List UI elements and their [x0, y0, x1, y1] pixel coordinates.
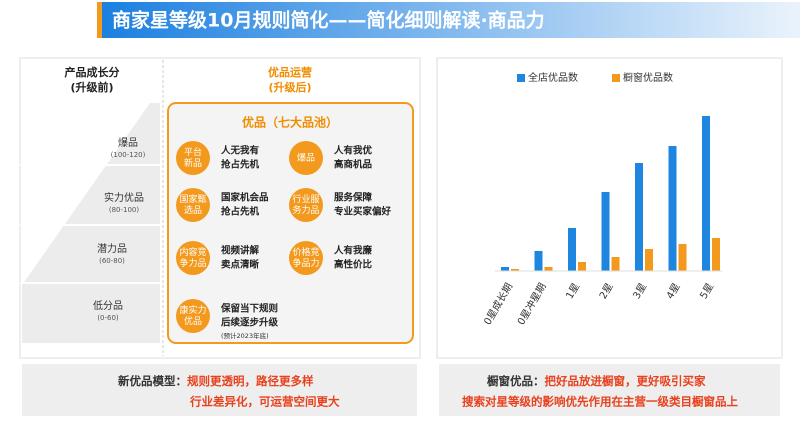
badge-text: 新品: [184, 157, 202, 169]
pool-desc: 抢占先机: [221, 206, 260, 218]
pool-note: (预计2023年底): [221, 331, 269, 340]
badge-text: 平台: [184, 146, 202, 158]
bar: [511, 269, 519, 271]
after-heading: 优品运营: [268, 65, 312, 79]
bar: [668, 146, 677, 271]
tier-name: 实力优品: [104, 191, 144, 204]
bar: [611, 257, 620, 271]
pool-desc: 服务保障: [334, 192, 373, 204]
tier-range: (0-60): [97, 314, 119, 322]
badge-text: 务力品: [292, 204, 319, 216]
tier-range: (80-100): [109, 206, 140, 214]
pool-badge: [176, 299, 210, 333]
footer-line: 行业差异化，可运营空间更大: [189, 395, 340, 409]
footer-label: 橱窗优品：: [487, 374, 545, 388]
before-heading: (升级前): [70, 80, 113, 94]
badge-text: 争力品: [179, 257, 206, 269]
pool-box: [167, 102, 414, 344]
footer-text: 规则更透明，路径更多样: [187, 374, 314, 388]
footer-right-box: [439, 364, 780, 416]
pool-desc: 人有我优: [334, 145, 373, 157]
footer-line: 搜索对星等级的影响优先作用在主营一级类目橱窗品上: [462, 395, 738, 409]
legend-swatch: [517, 74, 525, 82]
pool-badge: [176, 188, 210, 222]
tier-name: 爆品: [118, 137, 138, 149]
bar: [712, 238, 720, 271]
legend-swatch: [612, 74, 620, 82]
footer-left-box: [22, 364, 417, 416]
pool-desc: 抢占先机: [221, 159, 260, 171]
tier-range: (60-80): [99, 257, 125, 265]
pool-desc: 高商机品: [334, 159, 372, 171]
pool-badge: [176, 241, 210, 275]
badge-text: 国家甄: [179, 193, 206, 205]
badge-text: 优品: [184, 315, 202, 327]
footer-line: 橱窗优品：把好品放进橱窗，更好吸引买家: [487, 374, 706, 388]
badge-text: 价格竞: [292, 246, 319, 258]
pool-desc: 高性价比: [334, 259, 373, 271]
bar: [702, 116, 710, 271]
badge-text: 选品: [184, 204, 202, 216]
footer-text: 把好品放进橱窗，更好吸引买家: [545, 374, 706, 388]
pool-desc: 国家机会品: [221, 192, 269, 204]
bar: [568, 228, 576, 271]
pool-desc: 视频讲解: [221, 245, 260, 257]
pool-desc: 卖点清晰: [221, 259, 260, 271]
tier-name: 低分品: [93, 299, 123, 312]
badge-text: 爆品: [297, 152, 315, 164]
bar: [578, 262, 586, 271]
after-heading: (升级后): [268, 80, 311, 94]
bar: [678, 244, 687, 271]
footer-line: 新优品模型：规则更透明，路径更多样: [118, 374, 314, 388]
title: 商家星等级10月规则简化——简化细则解读·商品力: [112, 9, 545, 32]
pool-badge: [289, 141, 323, 175]
pool-title: 优品（七大品池）: [242, 115, 338, 130]
bar: [534, 251, 543, 271]
tier-range: (100-120): [111, 151, 146, 159]
badge-text: 争品力: [292, 257, 319, 269]
badge-text: 行业服: [292, 193, 319, 205]
pool-badge: [289, 241, 323, 275]
pool-desc: 专业买家偏好: [334, 206, 392, 218]
title-bar: [97, 2, 800, 38]
pool-badge: [289, 188, 323, 222]
tier-name: 潜力品: [97, 242, 127, 255]
before-heading: 产品成长分: [65, 65, 120, 79]
footer-label: 新优品模型：: [118, 374, 187, 388]
bar: [635, 163, 643, 271]
legend-label: 橱窗优品数: [623, 71, 673, 84]
title-accent: [97, 2, 102, 38]
pool-badge: [176, 141, 210, 175]
badge-text: 康实力: [179, 304, 206, 316]
bar: [645, 249, 653, 271]
bar: [544, 267, 553, 271]
pool-desc: 后续逐步升级: [221, 317, 279, 329]
bar: [601, 192, 610, 271]
badge-text: 内容竞: [179, 246, 206, 258]
pool-desc: 人无我有: [221, 145, 260, 157]
pool-desc: 人有我廉: [334, 245, 373, 257]
legend-label: 全店优品数: [528, 71, 578, 84]
pool-desc: 保留当下规则: [220, 303, 278, 315]
bar: [501, 267, 509, 271]
